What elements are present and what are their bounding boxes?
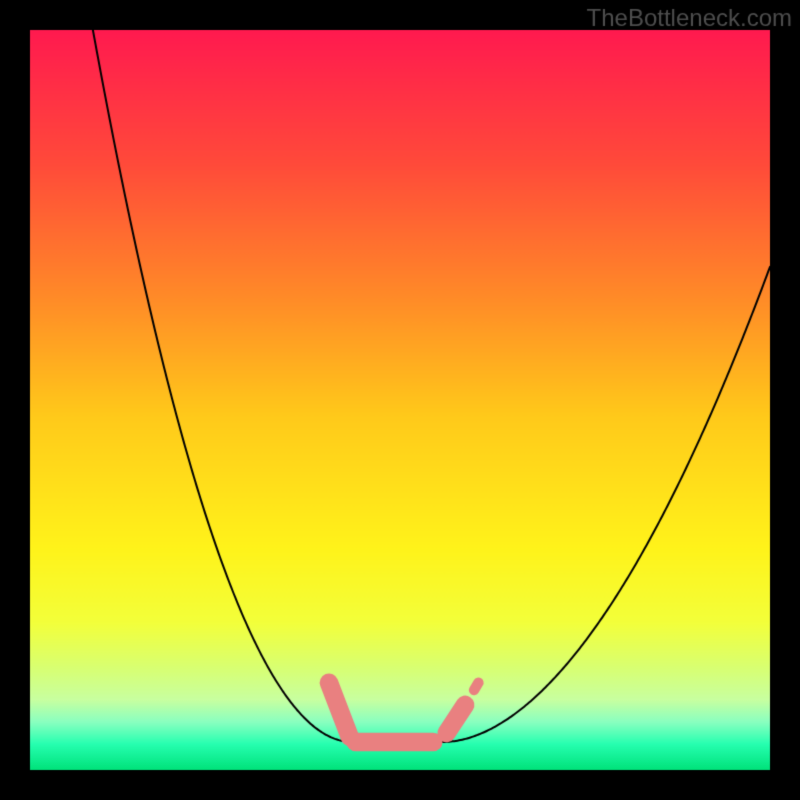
bottleneck-chart	[0, 0, 800, 800]
